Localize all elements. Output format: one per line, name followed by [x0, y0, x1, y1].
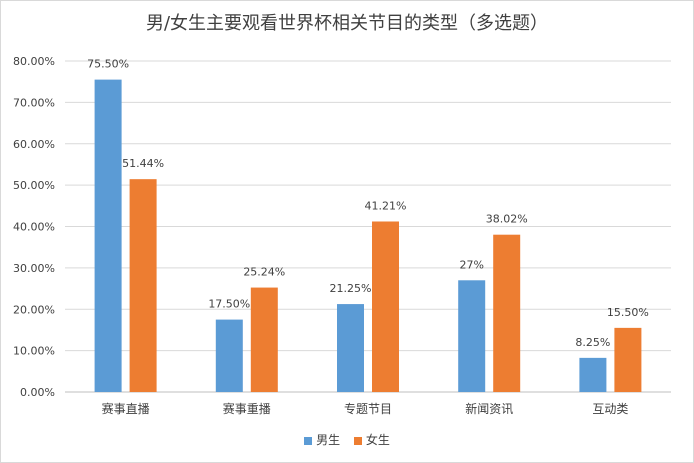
x-category-label: 互动类: [592, 402, 628, 416]
y-tick-label: 50.00%: [13, 179, 55, 192]
y-tick-label: 60.00%: [13, 138, 55, 151]
data-label: 51.44%: [122, 157, 164, 170]
bar: [129, 179, 157, 392]
legend-item-female: 女生: [353, 431, 390, 448]
y-tick-label: 70.00%: [13, 96, 55, 109]
data-label: 41.21%: [365, 199, 407, 212]
y-tick-label: 20.00%: [13, 303, 55, 316]
data-label: 75.50%: [87, 58, 129, 71]
x-category-label: 赛事重播: [223, 401, 271, 416]
x-category-label: 专题节目: [344, 401, 392, 416]
legend-item-male: 男生: [304, 431, 340, 448]
bar: [94, 79, 122, 393]
y-tick-label: 0.00%: [20, 386, 55, 399]
bar: [372, 221, 399, 392]
data-label: 21.25%: [330, 282, 372, 295]
bar: [215, 319, 243, 392]
y-tick-label: 30.00%: [13, 262, 55, 275]
chart-title: 男/女生主要观看世界杯相关节目的类型（多选题）: [145, 13, 549, 34]
x-category-label: 新闻资讯: [465, 401, 513, 416]
bar: [337, 304, 364, 392]
bar: [493, 234, 521, 392]
legend-swatch-female: [353, 436, 362, 445]
y-tick-label: 40.00%: [13, 221, 55, 234]
data-label: 17.50%: [208, 298, 250, 311]
legend: 男生 女生: [1, 431, 693, 448]
bar: [458, 280, 486, 392]
bar: [250, 287, 278, 392]
y-tick-label: 80.00%: [13, 55, 55, 68]
y-tick-label: 10.00%: [13, 345, 55, 358]
bar: [579, 357, 607, 392]
data-label: 8.25%: [575, 336, 610, 349]
data-label: 38.02%: [486, 213, 528, 226]
legend-label-male: 男生: [316, 433, 341, 447]
data-label: 15.50%: [607, 306, 649, 319]
data-label: 25.24%: [243, 266, 285, 279]
bar: [614, 327, 642, 392]
data-label: 27%: [459, 258, 483, 271]
x-category-label: 赛事直播: [102, 401, 150, 416]
legend-label-female: 女生: [365, 433, 390, 447]
legend-swatch-male: [304, 436, 313, 445]
